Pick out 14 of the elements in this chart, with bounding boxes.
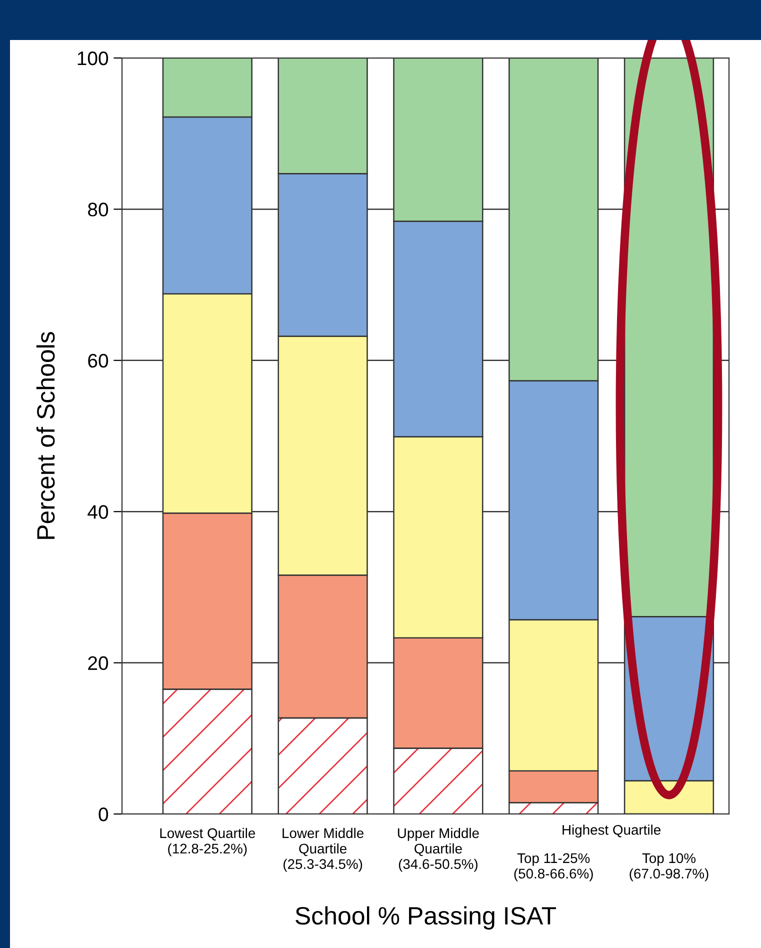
y-tick-label: 60	[88, 354, 108, 368]
x-axis-title: School % Passing ISAT	[296, 906, 556, 930]
y-tick-label: 100	[78, 51, 108, 66]
y-tick-label: 40	[88, 505, 108, 519]
text: Highest Quartile	[562, 824, 660, 838]
y-tick-label: 20	[88, 656, 108, 670]
y-tick-label: 80	[88, 202, 108, 216]
x-tick-label: Upper Middle Quartile (34.6-50.5%)	[398, 828, 479, 872]
x-tick-label: Top 10% (67.0-98.7%)	[630, 853, 708, 882]
x-tick-label: Top 11-25% (50.8-66.6%)	[514, 853, 593, 882]
x-tick-label: Lowest Quartile (12.8-25.2%)	[160, 828, 256, 856]
x-tick-label: Lower Middle Quartile (25.3-34.5%)	[282, 828, 364, 872]
y-axis-title: Percent of Schools	[36, 332, 55, 539]
y-tick-label: 0	[98, 807, 108, 822]
